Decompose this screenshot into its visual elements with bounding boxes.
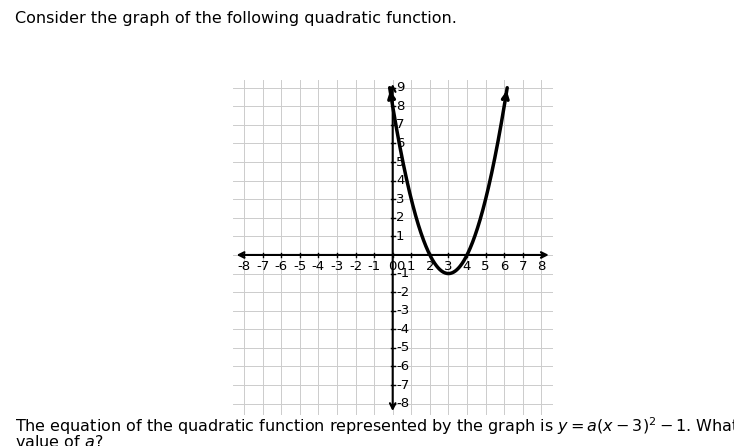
Text: 2: 2	[396, 211, 404, 224]
Text: 2: 2	[426, 260, 434, 273]
Text: 7: 7	[518, 260, 527, 273]
Text: -4: -4	[396, 323, 409, 336]
Text: -3: -3	[330, 260, 344, 273]
Text: The equation of the quadratic function represented by the graph is $y = a(x - 3): The equation of the quadratic function r…	[15, 416, 734, 438]
Text: -8: -8	[238, 260, 250, 273]
Text: -5: -5	[293, 260, 306, 273]
Text: -6: -6	[396, 360, 409, 373]
Text: -1: -1	[368, 260, 381, 273]
Text: 8: 8	[396, 100, 404, 113]
Text: 0: 0	[388, 260, 397, 273]
Text: 9: 9	[396, 81, 404, 94]
Text: -6: -6	[275, 260, 288, 273]
Text: -7: -7	[256, 260, 269, 273]
Text: 3: 3	[444, 260, 453, 273]
Text: 5: 5	[482, 260, 490, 273]
Text: -7: -7	[396, 379, 410, 392]
Text: value of $a$?: value of $a$?	[15, 434, 103, 446]
Text: -2: -2	[396, 285, 410, 299]
Text: 4: 4	[396, 174, 404, 187]
Text: 6: 6	[396, 137, 404, 150]
Text: 0: 0	[396, 260, 404, 273]
Text: 1: 1	[407, 260, 415, 273]
Text: -4: -4	[312, 260, 325, 273]
Text: -2: -2	[349, 260, 362, 273]
Text: -1: -1	[396, 267, 410, 280]
Text: -8: -8	[396, 397, 409, 410]
Text: 7: 7	[396, 118, 404, 132]
Text: 4: 4	[463, 260, 471, 273]
Text: 1: 1	[396, 230, 404, 243]
Text: Consider the graph of the following quadratic function.: Consider the graph of the following quad…	[15, 11, 457, 26]
Text: 6: 6	[500, 260, 509, 273]
Text: -5: -5	[396, 341, 410, 355]
Text: -3: -3	[396, 304, 410, 317]
Text: 5: 5	[396, 156, 404, 169]
Text: 8: 8	[537, 260, 545, 273]
Text: 3: 3	[396, 193, 404, 206]
